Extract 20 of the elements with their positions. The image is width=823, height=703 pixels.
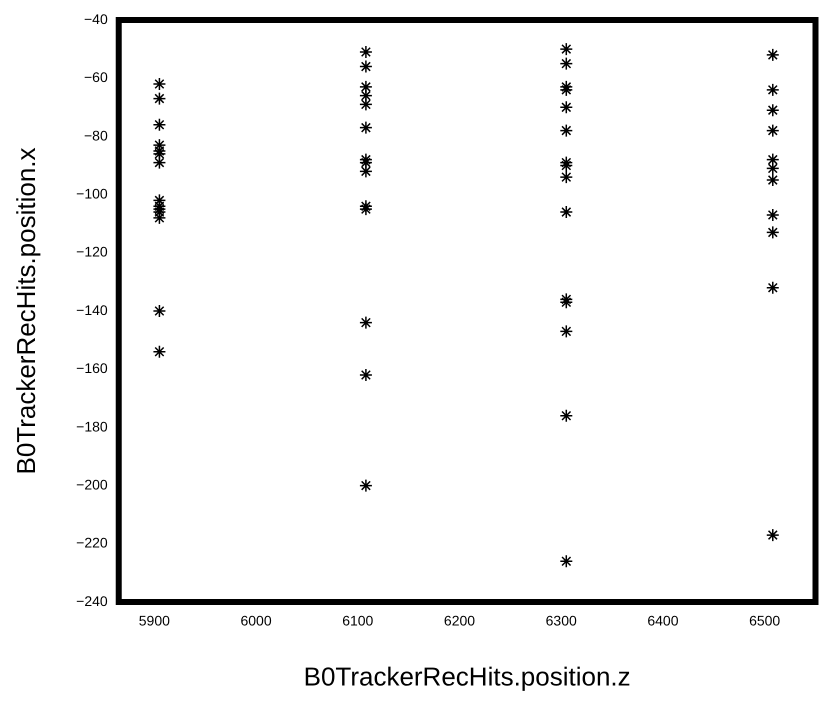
y-tick-label: −220 (76, 534, 108, 551)
x-tick-label: 5900 (138, 612, 170, 628)
x-tick-label: 6500 (749, 612, 780, 628)
y-tick-label: −60 (84, 69, 108, 86)
y-tick-label: −80 (84, 127, 108, 144)
y-tick-label: −140 (76, 302, 108, 318)
y-tick-label: −160 (76, 360, 108, 376)
x-tick-label: 6300 (546, 612, 577, 628)
y-axis-title: B0TrackerRecHits.position.x (10, 147, 41, 475)
x-tick-label: 6200 (444, 612, 476, 628)
x-axis-title: B0TrackerRecHits.position.z (304, 662, 631, 692)
x-tick-label: 6000 (240, 612, 272, 628)
y-tick-label: −40 (84, 10, 108, 27)
y-tick-label: −180 (76, 418, 108, 434)
y-tick-label: −120 (76, 244, 108, 260)
y-tick-label: −200 (76, 476, 108, 492)
y-tick-label: −240 (76, 592, 108, 609)
x-tick-label: 6400 (647, 612, 679, 628)
y-tick-label: −100 (76, 185, 108, 202)
x-tick-label: 6100 (342, 612, 374, 628)
